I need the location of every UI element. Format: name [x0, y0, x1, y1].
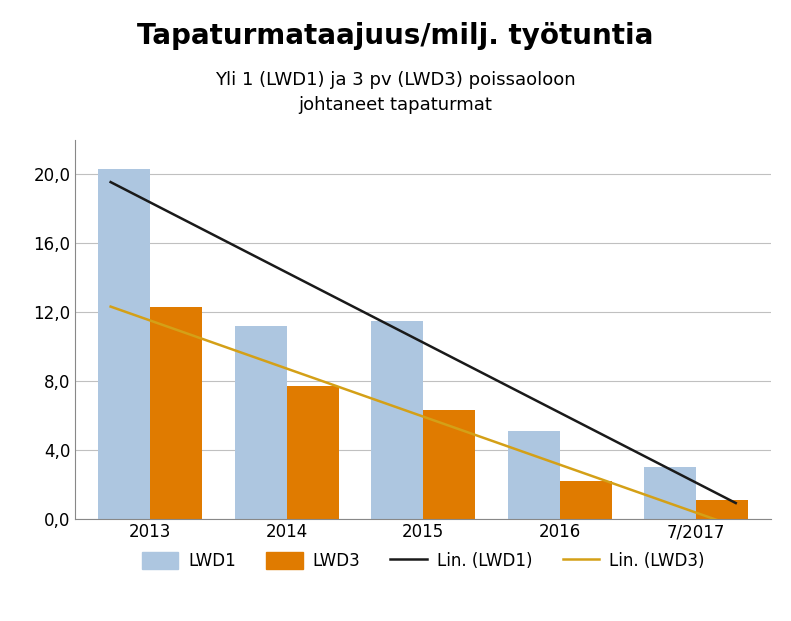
- Bar: [560, 481, 611, 519]
- Bar: [371, 320, 423, 519]
- Bar: [150, 307, 202, 519]
- Text: Yli 1 (LWD1) ja 3 pv (LWD3) poissaoloon
johtaneet tapaturmat: Yli 1 (LWD1) ja 3 pv (LWD3) poissaoloon …: [215, 71, 576, 114]
- Bar: [508, 431, 560, 519]
- Text: Tapaturmataajuus/milj. työtuntia: Tapaturmataajuus/milj. työtuntia: [138, 22, 653, 50]
- Bar: [98, 169, 150, 519]
- Bar: [423, 410, 475, 519]
- Bar: [235, 325, 286, 519]
- Bar: [286, 386, 339, 519]
- Bar: [696, 499, 748, 519]
- Bar: [645, 467, 696, 519]
- Legend: LWD1, LWD3, Lin. (LWD1), Lin. (LWD3): LWD1, LWD3, Lin. (LWD1), Lin. (LWD3): [135, 545, 711, 576]
